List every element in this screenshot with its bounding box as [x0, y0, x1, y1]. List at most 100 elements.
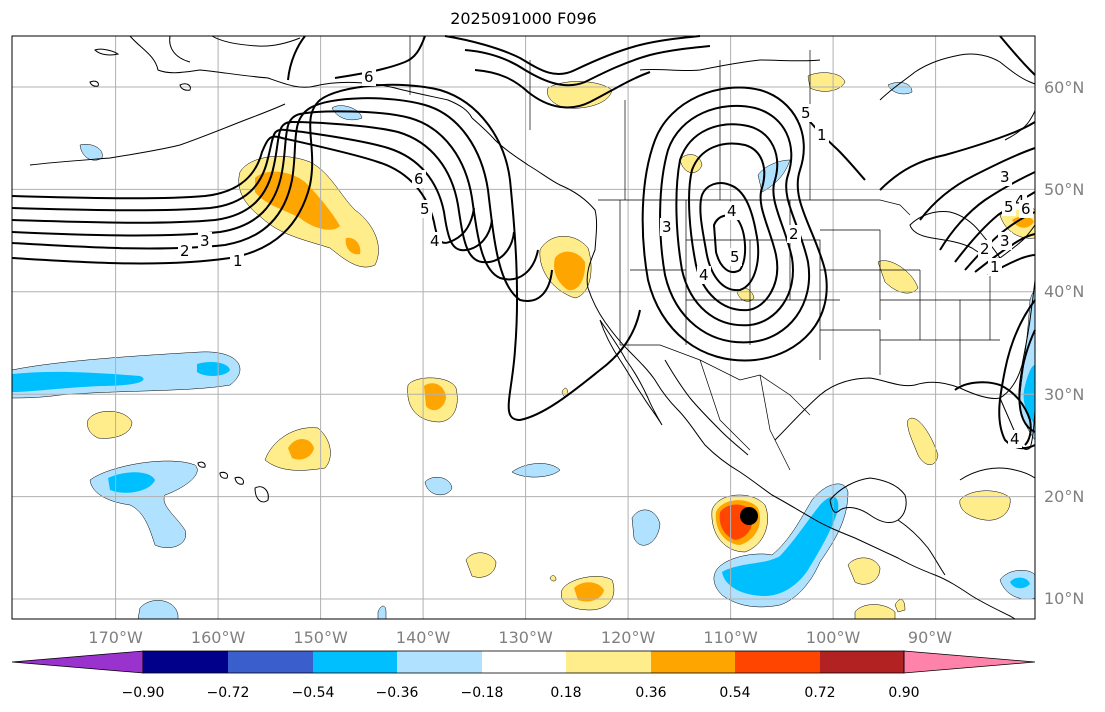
map-background: [12, 36, 1035, 619]
cuba: [959, 467, 1036, 481]
central-america-north: [897, 519, 946, 576]
positive-anomaly-core: [1012, 216, 1034, 228]
contour-line: [474, 69, 651, 109]
contour-line: [641, 86, 828, 362]
longitude-label: 130°W: [498, 628, 553, 647]
positive-anomaly-area: [877, 260, 919, 294]
contour-label: 4: [727, 202, 737, 220]
contour-line: [1018, 329, 1036, 433]
latitude-axis: 60°N 50°N 40°N 30°N 20°N 10°N: [1044, 78, 1084, 608]
hawaii-island: [197, 461, 206, 468]
contour-line: [287, 35, 306, 81]
longitude-label: 120°W: [601, 628, 656, 647]
contour-line: [699, 182, 760, 292]
contour-line: [919, 147, 1036, 221]
colorbar-tick-label: −0.36: [376, 685, 419, 701]
positive-anomaly-core: [288, 439, 314, 460]
colorbar-tick-label: 0.36: [635, 685, 666, 701]
hudson-bay: [879, 53, 1036, 101]
colorbar-segment: [482, 651, 566, 673]
central-america: [934, 574, 1016, 620]
positive-anomaly-core: [574, 582, 604, 602]
contour-line: [11, 128, 493, 252]
latitude-label: 10°N: [1044, 589, 1084, 608]
negative-anomaly-core: [722, 496, 839, 596]
us-mexico-border: [620, 344, 811, 416]
map-title: 2025091000 F096: [450, 9, 597, 28]
colorbar-segment: [397, 651, 482, 673]
contour-line: [11, 120, 515, 264]
negative-anomaly-area: [887, 82, 913, 95]
colorbar-tick-label: −0.72: [207, 685, 250, 701]
contour-labels: 1 2 3 4 5 6 6 5 4 1 2 3 4 5 4 3 1 2 3: [178, 68, 1033, 448]
contour-label: 4: [1010, 430, 1020, 448]
colorbar-tick-label: 0.18: [550, 685, 581, 701]
latitude-label: 60°N: [1044, 78, 1084, 97]
positive-anomaly-area: [87, 411, 133, 439]
positive-anomaly-core: [554, 251, 586, 291]
mexico-state-border: [699, 359, 751, 451]
colorbar-tick-label: −0.54: [292, 685, 335, 701]
contour-label: 6: [364, 68, 374, 86]
negative-anomaly-area: [331, 105, 363, 121]
negative-anomaly-area: [757, 159, 791, 193]
positive-anomaly-area: [894, 599, 906, 613]
mexico-state-border: [759, 374, 791, 471]
contour-label: 2: [980, 240, 990, 258]
longitude-label: 170°W: [88, 628, 143, 647]
longitude-label: 140°W: [396, 628, 451, 647]
storm-center-marker: [740, 507, 758, 525]
contour-line: [954, 381, 1032, 446]
contour-line: [444, 35, 701, 76]
colorbar-segment: [735, 651, 820, 673]
longitude-label: 110°W: [703, 628, 758, 647]
state-border: [820, 329, 881, 375]
negative-anomaly-core: [12, 371, 144, 392]
contour-label: 5: [801, 104, 811, 122]
positive-anomaly-area: [959, 490, 1011, 521]
positive-anomaly-area: [549, 575, 557, 582]
negative-anomaly-area: [424, 476, 453, 495]
negative-anomaly-core: [197, 362, 230, 376]
positive-anomaly-core: [255, 171, 340, 230]
alaska-peninsula: [211, 35, 301, 47]
hawaii-island: [234, 476, 244, 485]
colorbar-segment: [228, 651, 313, 673]
alaska-inlet: [169, 35, 191, 63]
positive-anomaly-area: [465, 552, 497, 578]
northern-coast: [639, 59, 821, 72]
hawaii-island: [219, 471, 228, 479]
contour-line: [675, 123, 794, 327]
contour-label: 4: [430, 232, 440, 250]
state-border: [750, 239, 821, 360]
shaded-anomalies: [11, 72, 1036, 620]
state-border: [820, 229, 881, 320]
longitude-label: 160°W: [191, 628, 246, 647]
contour-line: [799, 109, 866, 181]
contour-label: 1: [233, 252, 243, 270]
colorbar-tick-label: −0.90: [122, 685, 165, 701]
contour-label: 3: [1000, 232, 1010, 250]
contour-label: 6: [1021, 200, 1031, 218]
colorbar-arrow-high: [903, 650, 1036, 674]
colorbar-tick-label: −0.18: [461, 685, 504, 701]
contour-label: 6: [414, 170, 424, 188]
latitude-label: 50°N: [1044, 180, 1084, 199]
contour-line: [334, 35, 426, 79]
gulf-of-california: [664, 359, 749, 456]
baja-california: [599, 319, 663, 426]
negative-anomaly-core: [1010, 577, 1030, 589]
alaska-coastline: [129, 35, 473, 119]
contour-line: [11, 83, 641, 422]
gulf-of-mexico-coast: [774, 279, 1036, 441]
longitude-axis: 170°W 160°W 150°W 140°W 130°W 120°W 110°…: [88, 628, 952, 647]
small-island: [179, 83, 191, 91]
contour-label: 1: [990, 258, 1000, 276]
colorbar-segment: [143, 651, 228, 673]
contour-label: 3: [200, 232, 210, 250]
positive-anomaly-area: [679, 154, 703, 173]
positive-anomaly-area: [847, 557, 881, 585]
contour-line: [939, 171, 1036, 251]
north-america-west-coast: [471, 117, 936, 576]
